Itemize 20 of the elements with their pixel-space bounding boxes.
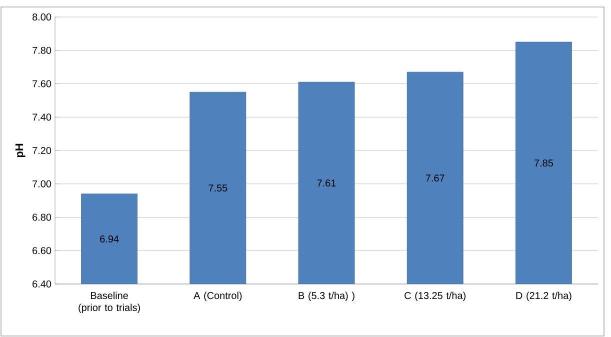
y-tick-label: 6.60 <box>32 247 52 254</box>
data-label: 7.55 <box>208 184 228 192</box>
y-tick-label: 6.40 <box>32 280 52 288</box>
y-axis-title: pH <box>15 144 26 158</box>
data-label: 7.67 <box>426 174 444 182</box>
y-tick-label: 7.00 <box>32 180 52 188</box>
data-label: 7.85 <box>534 159 553 167</box>
x-tick-label: Baseline (prior to trials) <box>78 292 140 314</box>
y-tick-label: 7.80 <box>32 46 52 54</box>
y-tick-label: 7.20 <box>32 146 52 154</box>
y-tick-label: 7.60 <box>32 80 52 88</box>
y-tick-label: 7.40 <box>32 114 52 121</box>
y-tick-label: 6.80 <box>32 214 52 221</box>
x-tick-label: D (21.2 t/ha) <box>516 292 572 302</box>
x-tick-label: A (Control) <box>194 292 242 302</box>
data-label: 6.94 <box>100 235 119 242</box>
x-tick-label: B (5.3 t/ha) ) <box>298 292 354 302</box>
y-tick-label: 8.00 <box>32 13 52 21</box>
data-label: 7.61 <box>317 180 336 187</box>
x-tick-label: C (13.25 t/ha) <box>404 292 466 302</box>
